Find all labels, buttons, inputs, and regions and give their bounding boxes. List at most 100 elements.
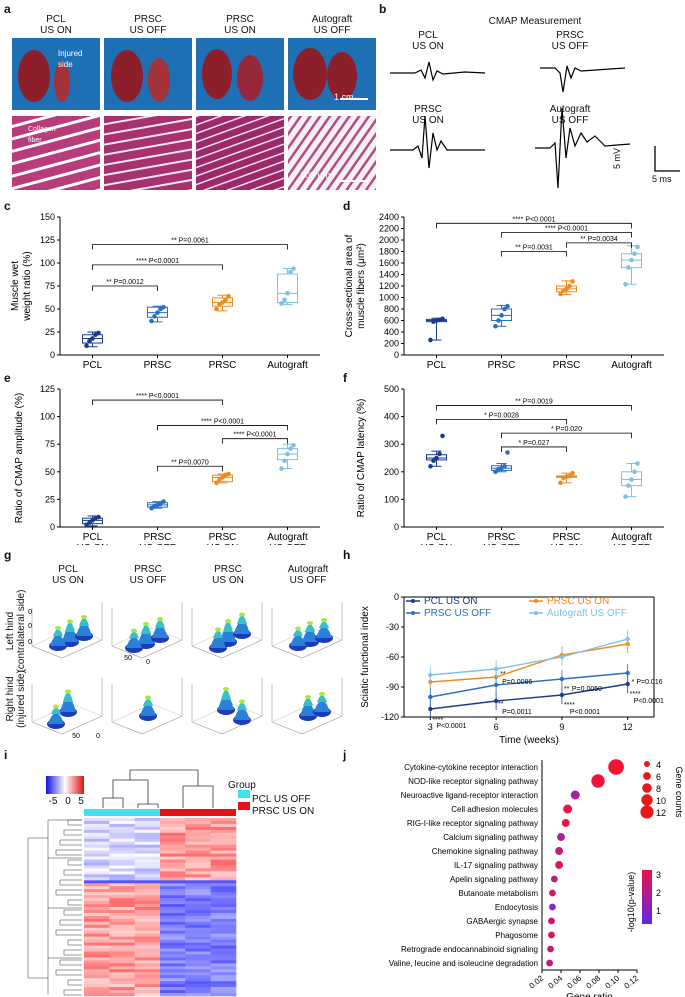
color-legend-bar — [642, 870, 652, 924]
heatmap-cell — [134, 838, 161, 843]
heatmap-cell — [210, 915, 237, 920]
heatmap-cell — [109, 981, 135, 985]
heatmap-cell — [185, 835, 211, 840]
line-annotation: P<0.0001 — [634, 698, 664, 705]
box-2 — [556, 279, 577, 297]
scale-ms: 5 ms — [652, 174, 672, 184]
footprint-peak-top — [295, 626, 301, 631]
y-tick-label: 300 — [384, 439, 399, 449]
data-point — [431, 458, 436, 464]
heatmap-cell — [185, 912, 211, 917]
heatmap-cell — [160, 865, 186, 869]
heatmap-cell — [84, 993, 110, 997]
heatmap-cell — [210, 990, 237, 994]
heatmap-cell — [84, 969, 110, 973]
heatmap-cell — [160, 960, 186, 964]
heatmap-cell — [109, 924, 135, 929]
plot-box — [271, 602, 343, 659]
heatmap-cell — [185, 975, 211, 979]
size-legend-label: 4 — [656, 760, 661, 770]
heatmap-cell — [84, 939, 110, 943]
line-annotation: ** — [500, 671, 506, 678]
heatmap-cell — [160, 832, 186, 837]
heatmap-cell — [160, 936, 186, 940]
box-3 — [621, 244, 642, 287]
line-annotation: P=0.0011 — [502, 709, 532, 716]
data-point — [499, 313, 504, 318]
series-line — [430, 672, 628, 698]
box-3 — [621, 461, 642, 499]
heatmap-cell — [134, 898, 161, 902]
cmap-group-label: PRSC US OFF — [551, 30, 589, 52]
heatmap-cell — [134, 930, 161, 934]
legend-marker — [411, 599, 415, 603]
data-point — [635, 461, 640, 466]
heatmap-cell — [109, 818, 135, 822]
heatmap-cell — [160, 990, 186, 994]
heatmap-cell — [109, 868, 135, 872]
legend-marker — [534, 599, 538, 603]
footprint-peak-mid — [293, 629, 303, 636]
heatmap-cell — [84, 981, 110, 985]
y-axis-label: Muscle wet — [10, 261, 21, 311]
size-legend-dot — [643, 772, 651, 780]
series-point — [625, 670, 630, 676]
heatmap-cell — [84, 871, 110, 875]
photo-group-label: PCL US ON — [40, 14, 72, 36]
heatmap-cell — [134, 987, 161, 991]
heatmap-cell — [109, 915, 135, 920]
footprint-peak-mid — [53, 629, 63, 636]
heatmap-cell — [84, 936, 110, 940]
heatmap-cell — [134, 868, 161, 872]
heatmap-cell — [185, 874, 211, 878]
pathway-label: Valine, leucine and isoleucine degradati… — [389, 959, 538, 968]
footprint-peak — [316, 626, 332, 638]
x-tick-label: Autograft — [267, 532, 308, 543]
heatmap-cell — [210, 954, 237, 958]
heatmap-cell — [210, 960, 237, 964]
significance-bracket: * P=0.027 — [501, 440, 567, 452]
box-0 — [426, 316, 447, 343]
significance-bracket: * P=0.0028 — [436, 412, 567, 425]
x-tick-label-2: US ON — [421, 543, 453, 545]
muscle-photo-2 — [104, 38, 192, 110]
data-point — [629, 477, 634, 482]
heatmap-cell — [84, 933, 110, 937]
footprint-peak-mid — [303, 698, 313, 706]
x-tick-label: PCL — [427, 532, 447, 543]
line-annotation: ** — [498, 701, 504, 708]
x-tick-label: 3 — [428, 722, 433, 732]
significance-label: **** P<0.0001 — [233, 432, 276, 439]
group-bar-2 — [160, 809, 236, 816]
heatmap-cell — [210, 942, 237, 946]
heatmap-cell — [134, 975, 161, 979]
heatmap-cell — [160, 945, 186, 949]
data-point — [570, 470, 575, 476]
heatmap-cell — [134, 993, 161, 997]
footprint-peak — [234, 707, 250, 720]
heatmap-cell — [84, 924, 110, 929]
heatmap-cell — [134, 877, 161, 881]
heatmap-cell — [134, 883, 161, 887]
data-point — [632, 469, 637, 475]
y-tick-label: 100 — [40, 258, 55, 268]
cmap-group-label: PRSC US ON — [412, 104, 444, 126]
heatmap-cell — [134, 984, 161, 988]
significance-label: * P=0.0028 — [484, 412, 519, 419]
heatmap-cell — [210, 835, 237, 840]
heatmap-cell — [160, 898, 186, 902]
x-tick-label: 9 — [559, 722, 564, 732]
size-legend-dot — [641, 794, 653, 806]
chart-f: 0 100 200 300 400 500 Ratio of CMAP latency (%… — [356, 384, 664, 545]
bracket-line — [436, 405, 632, 411]
bracket-line — [566, 242, 632, 248]
heatmap-cell — [134, 904, 161, 908]
chart-c: 0 25 50 75 100 125 150 Muscle wet weight ratio (… — [10, 212, 320, 370]
heatmap-cell — [160, 930, 186, 934]
heatmap-cell — [84, 930, 110, 934]
box-3 — [277, 266, 298, 306]
heatmap-cell — [210, 895, 237, 899]
heatmap-cell — [210, 820, 237, 825]
heatmap-cell — [210, 874, 237, 878]
heatmap-cell — [134, 939, 161, 943]
